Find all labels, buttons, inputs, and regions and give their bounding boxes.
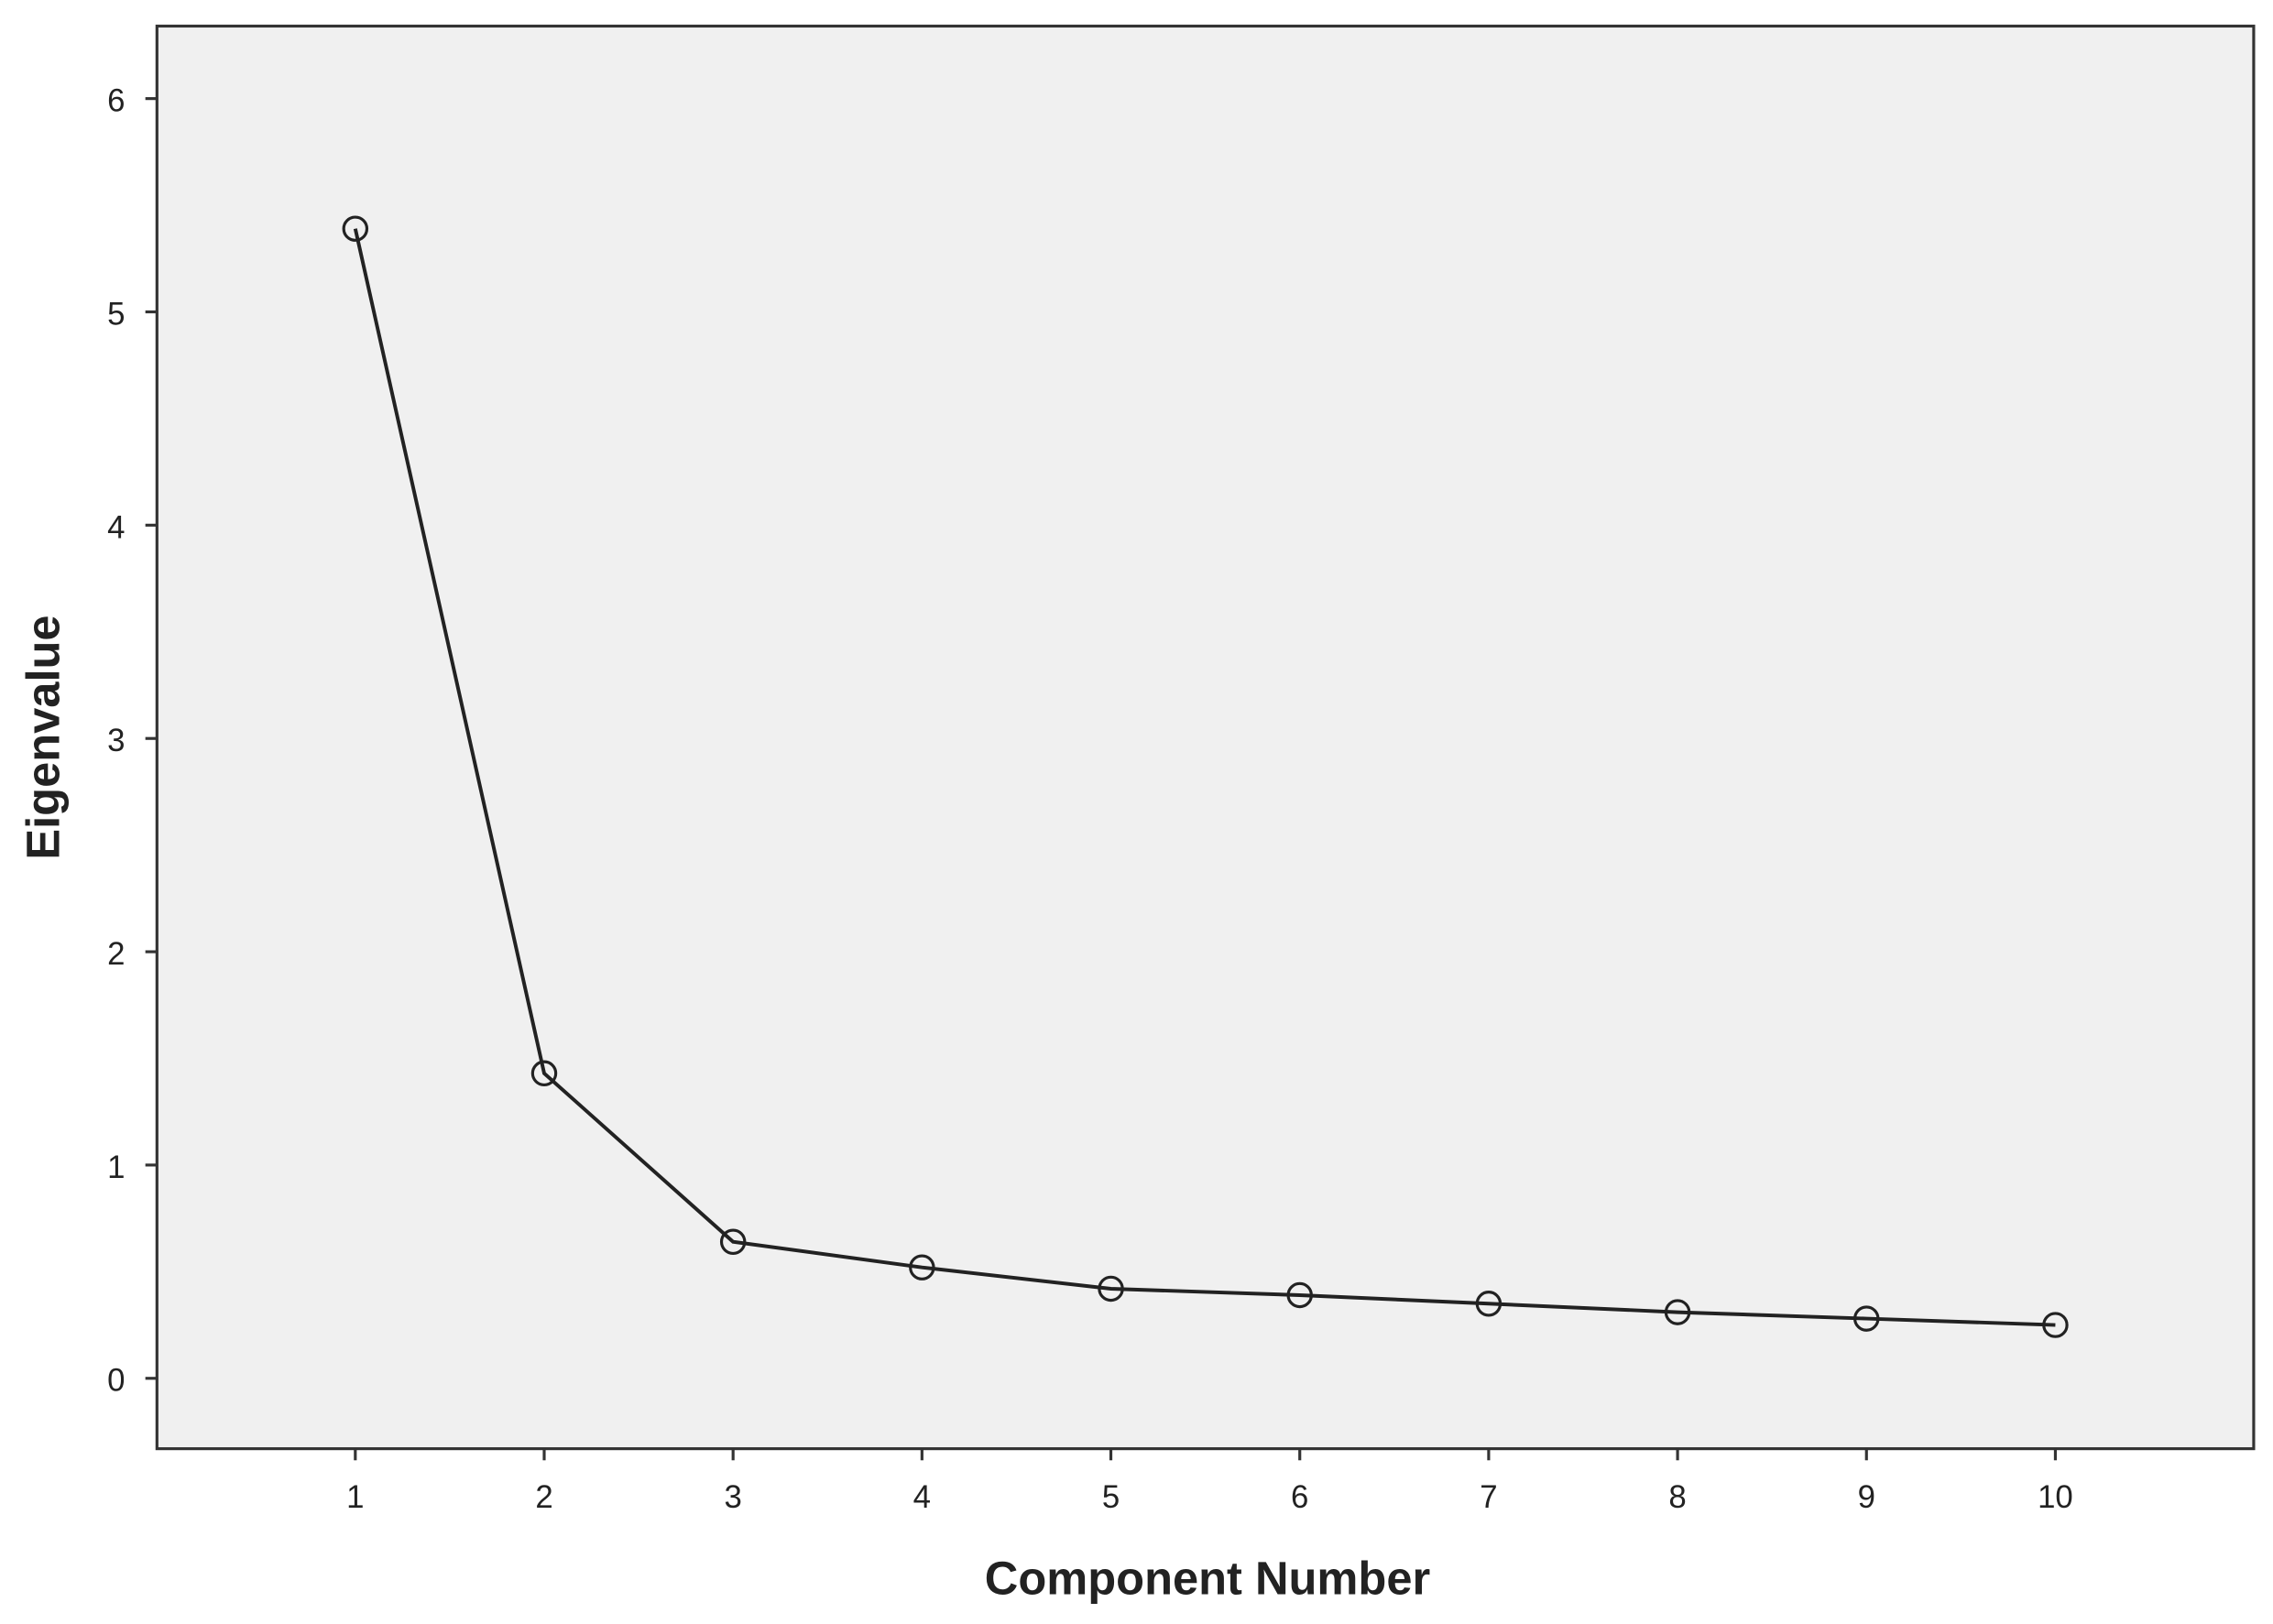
x-tick-label: 9 <box>1858 1480 1875 1515</box>
plot-area <box>155 24 2256 1451</box>
x-tick-label: 8 <box>1668 1480 1686 1515</box>
x-tick-label: 10 <box>2038 1480 2073 1515</box>
data-point <box>2042 1312 2069 1338</box>
data-point <box>342 215 369 242</box>
data-point <box>1853 1305 1880 1332</box>
y-tick-label: 0 <box>107 1364 125 1399</box>
x-axis-title: Component Number <box>985 1553 1430 1605</box>
x-tick-label: 5 <box>1102 1480 1120 1515</box>
x-tick-label: 1 <box>346 1480 364 1515</box>
x-tick-label: 6 <box>1291 1480 1308 1515</box>
y-tick-label: 1 <box>107 1150 125 1185</box>
y-tick-label: 6 <box>107 84 125 119</box>
y-axis-title: Eigenvalue <box>16 615 69 859</box>
y-tick-label: 3 <box>107 724 125 758</box>
data-point <box>1098 1275 1124 1302</box>
data-point <box>909 1254 935 1281</box>
data-point <box>1475 1291 1503 1317</box>
y-tick-label: 5 <box>107 297 125 332</box>
x-tick-label: 2 <box>535 1480 552 1515</box>
data-point <box>719 1228 747 1255</box>
data-point <box>1664 1299 1691 1325</box>
y-tick-label: 4 <box>107 510 125 545</box>
x-tick-label: 4 <box>913 1480 931 1515</box>
data-line <box>353 228 2056 1327</box>
data-point <box>1286 1281 1313 1309</box>
x-tick-label: 3 <box>725 1480 742 1515</box>
x-tick-label: 7 <box>1480 1480 1497 1515</box>
y-tick-label: 2 <box>107 937 125 972</box>
data-point <box>530 1060 558 1087</box>
